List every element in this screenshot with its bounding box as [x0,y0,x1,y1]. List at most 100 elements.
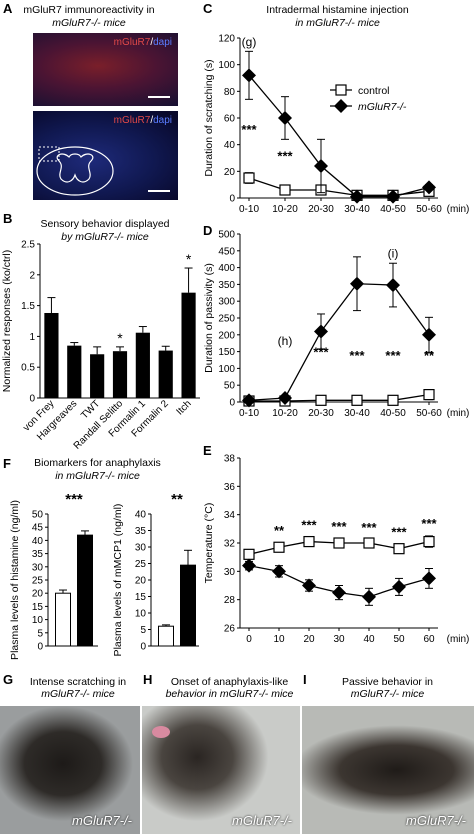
y-tick-label: 0 [229,194,235,205]
y-axis-label: Duration of passivity (s) [203,263,215,373]
data-point-diamond [314,324,328,339]
x-tick-label: 50-60 [416,408,442,419]
y-tick-label: 1 [29,332,35,343]
x-axis-unit: (min) [447,204,470,215]
panel-b-title: Sensory behavior displayed by mGluR7-/- … [20,218,190,244]
y-tick-label: 0 [29,394,35,405]
x-tick-label: 20-30 [308,204,334,215]
panel-b-title-line2: by mGluR7-/- mice [61,231,149,243]
y-tick-label: 35 [135,526,147,537]
y-tick-label: 1.5 [21,301,35,312]
significance-star: *** [421,516,437,531]
panel-a-title: mGluR7 immunoreactivity in mGluR7-/- mic… [14,4,164,30]
y-tick-label: 50 [32,510,44,521]
data-point-diamond [278,390,292,405]
subpanel-reference: (h) [278,334,293,348]
panel-f-title: Biomarkers for anaphylaxis in mGluR7-/- … [10,457,185,483]
panel-a-title-line1: mGluR7 immunoreactivity in [23,4,155,16]
significance-star: *** [301,517,317,532]
y-tick-label: 32 [224,539,236,550]
significance-star: *** [391,524,407,539]
bar-itch [181,292,196,398]
data-point-square [243,172,255,184]
y-tick-label: 10 [32,615,44,626]
x-tick-label: 30 [333,634,345,645]
scale-bar [148,190,170,192]
data-point-square [243,548,255,560]
data-point-square [303,535,315,548]
bar-von-frey [44,312,59,398]
x-tick-label: 40-50 [380,204,406,215]
panel-letter-d: D [203,223,213,238]
y-tick-label: 40 [135,510,147,521]
x-axis-unit: (min) [447,634,470,645]
panel-letter-f: F [3,456,11,471]
bar-white [158,625,174,647]
x-tick-label: 60 [423,634,435,645]
data-point-square [273,541,285,553]
photo-h: mGluR7-/- [142,706,300,834]
y-tick-label: 60 [224,114,236,125]
x-tick-label: 40-50 [380,408,406,419]
data-point-diamond [242,393,256,408]
y-tick-label: 26 [224,624,236,635]
data-point-square [423,535,435,548]
bar-hargreaves [67,345,82,398]
data-point-diamond [302,578,316,593]
data-point-diamond [422,571,436,586]
panel-letter-h: H [143,672,153,687]
x-tick-label: 0-10 [239,408,259,419]
y-tick-label: 0 [140,642,146,653]
data-point-diamond [242,558,256,573]
data-point-diamond [392,579,406,594]
panel-letter-c: C [203,1,213,16]
panel-i-caption: Passive behavior in mGluR7-/- mice [341,676,434,700]
legend-label: control [358,85,390,97]
significance-star: *** [241,122,257,137]
x-tick-label: 20 [303,634,315,645]
series-line-square [249,393,430,402]
photo-i: mGluR7-/- [302,706,474,834]
significance-star: *** [361,520,377,535]
y-tick-label: 500 [218,230,235,241]
bar-twt [90,354,105,398]
y-tick-label: 350 [218,280,235,291]
scale-bar [148,96,170,98]
data-point-diamond [422,180,436,195]
x-tick-label: 20-30 [308,408,334,419]
bar-white [55,592,71,647]
chart-f-mmcp1: 0 5 10 15 20 25 30 35 40 Plasma levels of mMCP1 (… [112,491,199,656]
y-tick-label: 34 [224,510,236,521]
bar-formalin-1 [135,332,150,398]
micrograph-top: mGluR7/dapi [33,33,178,106]
x-tick-label: 10 [273,634,285,645]
significance-star: ** [171,491,183,508]
y-tick-label: 28 [224,595,236,606]
legend-label: mGluR7-/- [358,101,407,113]
y-axis-label: Temperature (°C) [203,503,215,584]
panel-c-title: Intradermal histamine injection in mGluR… [230,4,445,30]
y-tick-label: 40 [32,536,44,547]
y-tick-label: 30 [32,562,44,573]
y-tick-label: 25 [135,559,147,570]
data-point-diamond [332,585,346,600]
y-tick-label: 2 [29,270,35,281]
x-tick-label: 40 [363,634,375,645]
legend-marker-square [335,84,347,96]
data-point-diamond [350,276,364,291]
panel-letter-b: B [3,211,13,226]
y-tick-label: 0.5 [21,363,35,374]
x-axis-unit: (min) [447,408,470,419]
data-point-square [387,394,399,406]
y-tick-label: 10 [135,609,147,620]
significance-star: *** [313,345,329,360]
panel-c-title-line1: Intradermal histamine injection [266,4,409,16]
y-tick-label: 5 [140,625,146,636]
micrograph-top-label: mGluR7/dapi [113,37,172,48]
significance-star: * [186,251,192,267]
significance-star: *** [349,348,365,363]
y-tick-label: 80 [224,87,236,98]
data-point-diamond [242,68,256,83]
y-tick-label: 450 [218,246,235,257]
y-tick-label: 2.5 [21,240,35,251]
